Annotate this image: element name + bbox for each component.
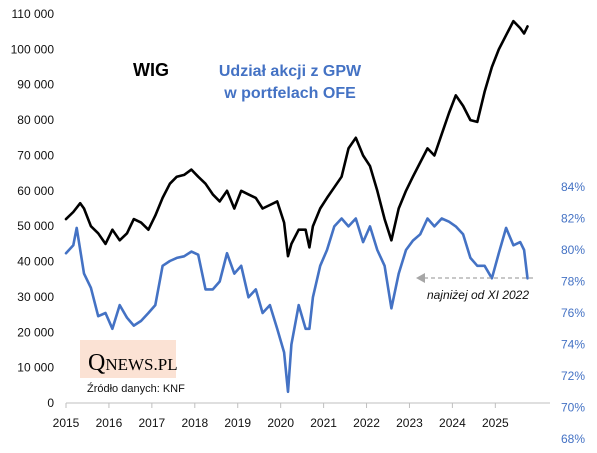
annotation-arrow (416, 273, 536, 283)
x-tick-label: 2015 (53, 416, 80, 430)
left-tick-label: 90 000 (17, 78, 54, 92)
source-note: Źródło danych: KNF (87, 382, 185, 395)
x-tick-label: 2023 (396, 416, 423, 430)
right-tick-label: 84% (561, 180, 585, 194)
right-tick-label: 74% (561, 338, 585, 352)
logo-background (80, 340, 176, 378)
right-tick-label: 70% (561, 401, 585, 415)
logo-q: Q (88, 350, 105, 376)
logo-news: NEWS (105, 355, 153, 374)
wig-series-label: WIG (133, 60, 169, 80)
right-tick-label: 82% (561, 212, 585, 226)
x-tick-label: 2020 (267, 416, 294, 430)
qnews-logo: QNEWS.PL (80, 340, 178, 378)
left-tick-label: 10 000 (17, 361, 54, 375)
series-lines (64, 19, 529, 394)
left-tick-label: 50 000 (17, 219, 54, 233)
left-tick-label: 30 000 (17, 290, 54, 304)
ofe-share-series-line (64, 217, 529, 394)
x-tick-label: 2025 (482, 416, 509, 430)
annotation-text: najniżej od XI 2022 (427, 288, 529, 302)
x-tick-label: 2016 (96, 416, 123, 430)
x-tick-label: 2021 (310, 416, 337, 430)
left-tick-label: 40 000 (17, 255, 54, 269)
logo-pl: .PL (154, 355, 178, 374)
logo-text: QNEWS.PL (88, 350, 178, 376)
right-tick-label: 78% (561, 275, 585, 289)
left-tick-label: 80 000 (17, 113, 54, 127)
x-tick-label: 2024 (439, 416, 466, 430)
left-tick-label: 0 (47, 396, 54, 410)
left-tick-label: 110 000 (12, 7, 55, 21)
right-tick-labels: 68% 70% 72% 74% 76% 78% 80% 82% 84% (561, 180, 585, 446)
left-tick-label: 100 000 (11, 42, 55, 56)
left-tick-label: 20 000 (17, 325, 54, 339)
ofe-series-label-line1: Udział akcji z GPW (219, 63, 362, 80)
x-tick-label: 2017 (139, 416, 166, 430)
left-tick-label: 70 000 (17, 148, 54, 162)
x-tick-labels: 2015 2016 2017 2018 2019 2020 2021 2022 2023 2024… (53, 403, 509, 430)
left-tick-label: 60 000 (17, 184, 54, 198)
annotation-arrow-head (416, 273, 425, 283)
wig-series-line (64, 19, 529, 258)
x-tick-label: 2022 (353, 416, 380, 430)
x-tick-label: 2019 (224, 416, 251, 430)
left-tick-labels: 0 10 000 20 000 30 000 40 000 50 000 60 000 70 … (11, 7, 55, 410)
right-tick-label: 72% (561, 369, 585, 383)
right-tick-label: 80% (561, 243, 585, 257)
x-tick-label: 2018 (181, 416, 208, 430)
right-tick-label: 76% (561, 306, 585, 320)
right-tick-label: 68% (561, 432, 585, 446)
ofe-series-label-line2: w portfelach OFE (223, 85, 356, 102)
